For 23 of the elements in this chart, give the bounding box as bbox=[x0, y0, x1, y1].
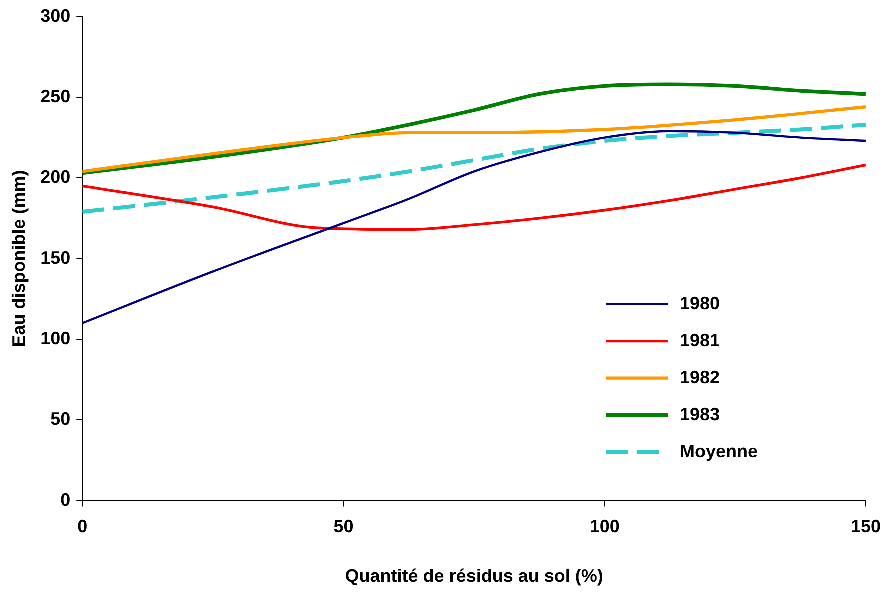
line-series bbox=[82, 130, 866, 324]
legend-label: 1981 bbox=[680, 330, 720, 350]
line-series bbox=[82, 82, 866, 176]
x-axis-title: Quantité de résidus au sol (%) bbox=[345, 566, 604, 586]
x-tick-label: 0 bbox=[78, 516, 88, 537]
legend-label: 1980 bbox=[680, 293, 720, 314]
x-tick-label: 100 bbox=[590, 516, 620, 537]
y-tick-label: 0 bbox=[60, 490, 71, 510]
y-tick-label: 300 bbox=[40, 6, 71, 26]
y-tick-label: 100 bbox=[40, 328, 71, 348]
legend-label: 1983 bbox=[680, 404, 720, 424]
line-series bbox=[82, 122, 866, 214]
y-tick-label: 250 bbox=[40, 86, 71, 106]
x-tick-label: 150 bbox=[850, 516, 882, 537]
x-tick-label: 50 bbox=[334, 516, 354, 537]
legend-label: Moyenne bbox=[680, 441, 758, 462]
line-series bbox=[82, 106, 866, 174]
y-tick-label: 150 bbox=[40, 248, 71, 268]
y-tick-label: 50 bbox=[50, 409, 71, 430]
y-tick-label: 200 bbox=[40, 167, 71, 188]
y-axis-title: Eau disponible (mm) bbox=[8, 170, 29, 348]
line-series bbox=[82, 164, 866, 232]
legend-label: 1982 bbox=[680, 367, 720, 388]
